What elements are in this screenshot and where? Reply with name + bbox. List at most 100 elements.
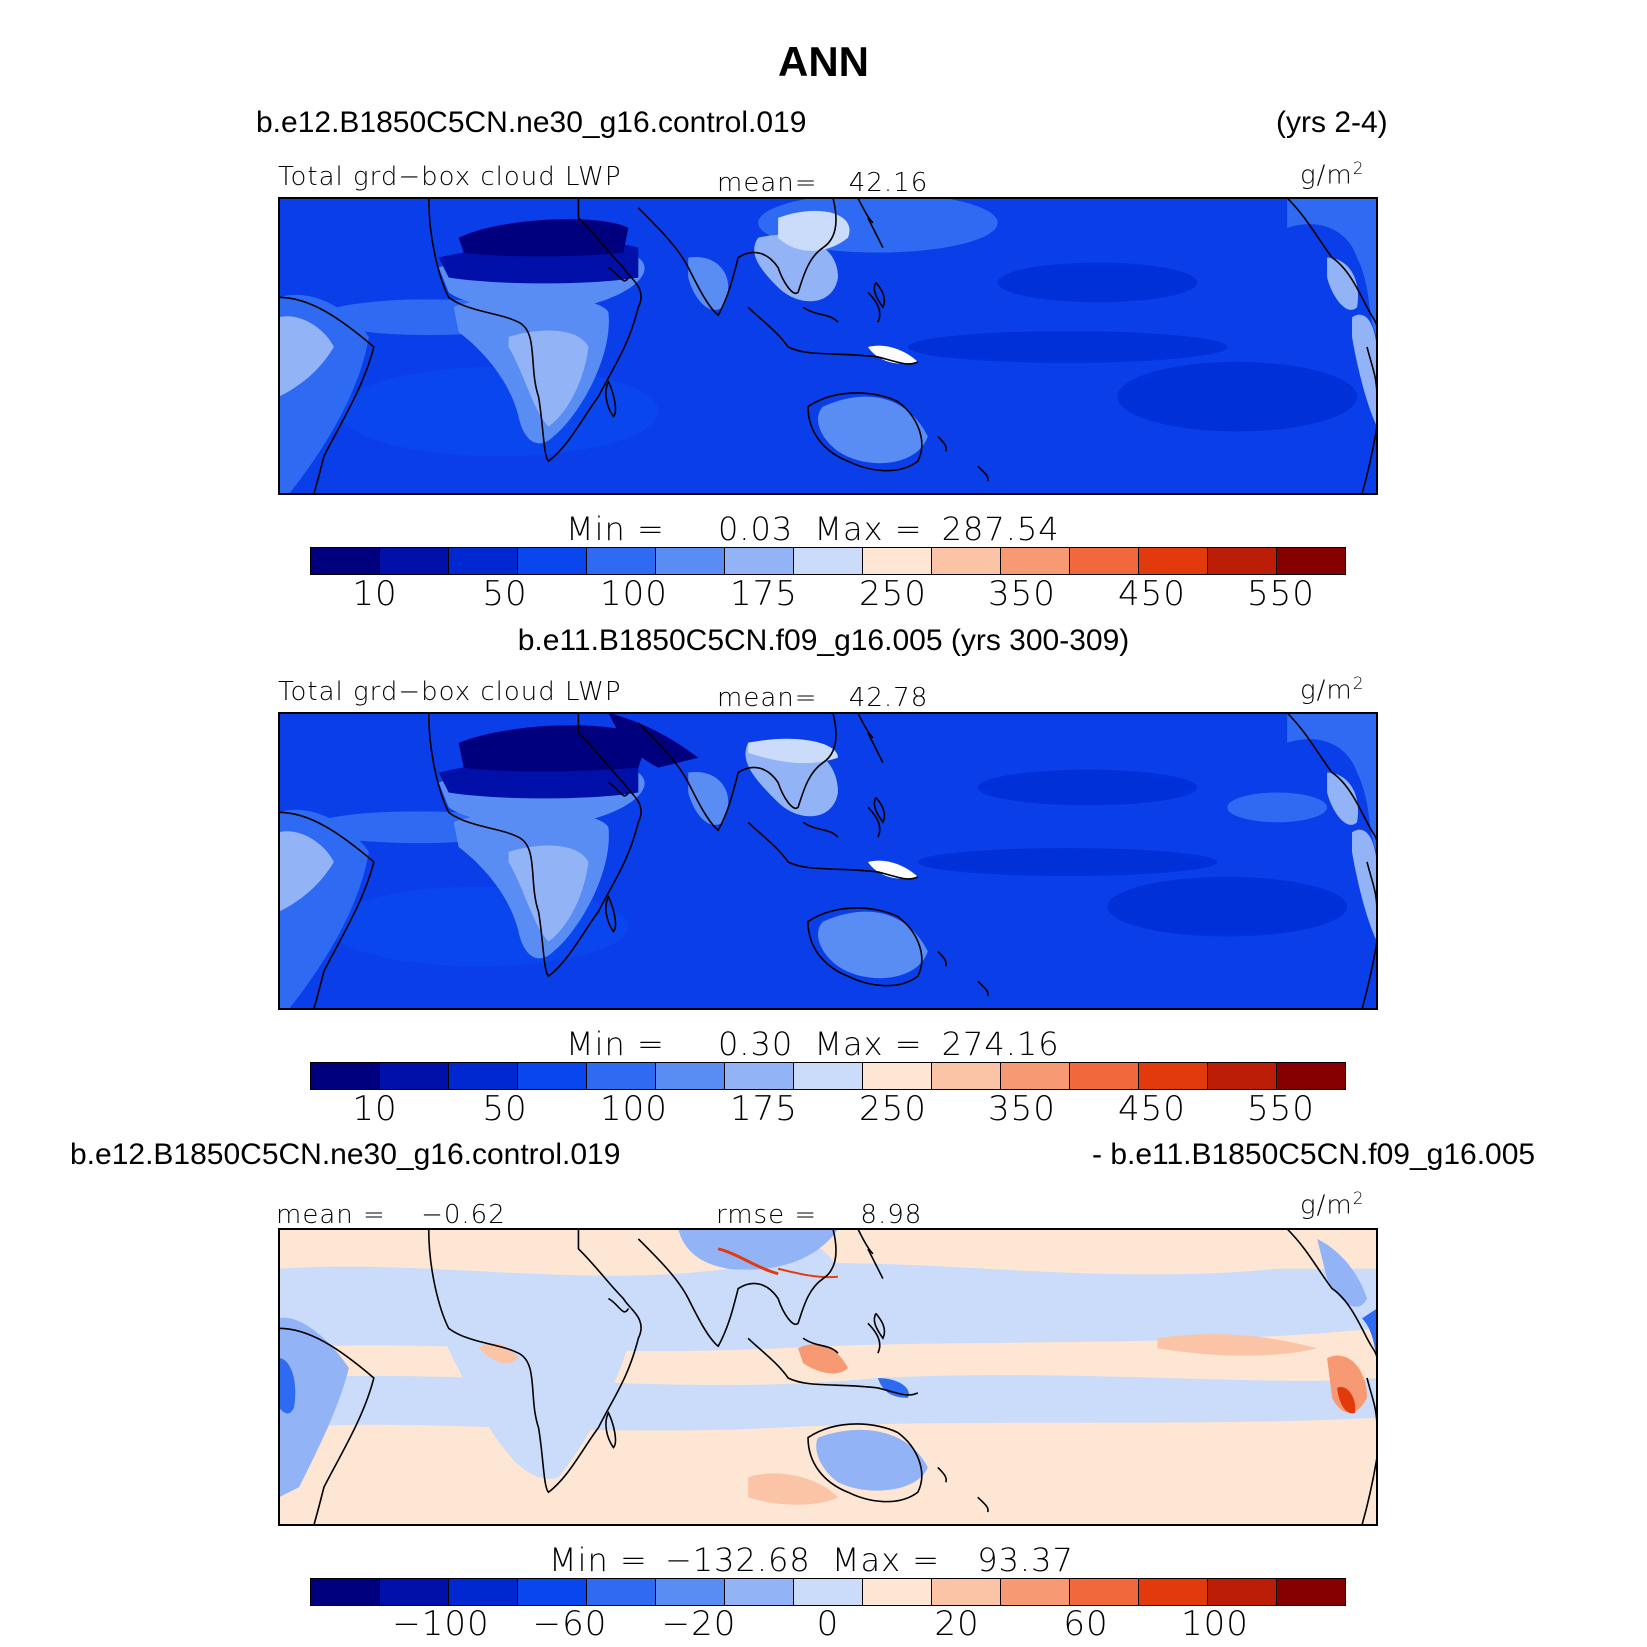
panel1-max-label: Max = — [814, 510, 923, 548]
colorbar-swatch — [518, 548, 587, 574]
colorbar-swatch — [1070, 1063, 1139, 1089]
colorbar-swatch — [863, 548, 932, 574]
panel3-rmse-label: rmse = — [716, 1200, 818, 1230]
panel2-tick: 10 — [352, 1089, 398, 1129]
colorbar-swatch — [932, 1063, 1001, 1089]
panel1-mean-label: mean= — [717, 168, 818, 198]
panel3-tick: −20 — [661, 1604, 737, 1644]
panel1-mean: mean= 42.16 — [717, 168, 928, 198]
panel2-tick: 100 — [600, 1089, 668, 1129]
panel2-tick: 50 — [482, 1089, 528, 1129]
colorbar-swatch — [1070, 548, 1139, 574]
panel1-tick: 350 — [988, 574, 1056, 614]
colorbar-swatch — [725, 548, 794, 574]
panel2-variable: Total grd−box cloud LWP — [278, 677, 622, 707]
panel3-units: g/m2 — [1300, 1188, 1365, 1221]
colorbar-swatch — [656, 1579, 725, 1605]
colorbar-swatch — [656, 1063, 725, 1089]
panel3-max-value: 93.37 — [977, 1541, 1074, 1579]
panel3-case-right: - b.e11.B1850C5CN.f09_g16.005 — [1092, 1138, 1536, 1171]
panel1-min-label: Min = — [566, 510, 665, 548]
panel1-tick: 175 — [730, 574, 798, 614]
panel2-colorbar — [310, 1062, 1346, 1090]
panel1-tick: 250 — [859, 574, 927, 614]
panel2-tick: 450 — [1118, 1089, 1186, 1129]
colorbar-swatch — [518, 1063, 587, 1089]
panel3-tick: 100 — [1181, 1604, 1249, 1644]
panel3-tick: −100 — [392, 1604, 490, 1644]
colorbar-swatch — [794, 1579, 863, 1605]
panel3-mean-label: mean = — [276, 1200, 386, 1230]
panel3-minmax: Min = −132.68 Max = 93.37 — [549, 1541, 1074, 1579]
colorbar-swatch — [587, 1579, 656, 1605]
panel3-case-left: b.e12.B1850C5CN.ne30_g16.control.019 — [70, 1138, 621, 1171]
panel3-map — [278, 1228, 1378, 1526]
colorbar-swatch — [863, 1579, 932, 1605]
colorbar-swatch — [656, 548, 725, 574]
colorbar-swatch — [518, 1579, 587, 1605]
panel3-max-label: Max = — [831, 1541, 941, 1579]
panel1-max-value: 287.54 — [941, 510, 1060, 548]
panel3-tick: 20 — [934, 1604, 980, 1644]
panel3-tick: −60 — [532, 1604, 608, 1644]
colorbar-swatch — [725, 1579, 794, 1605]
colorbar-swatch — [1139, 548, 1208, 574]
panel1-tick: 550 — [1247, 574, 1315, 614]
colorbar-swatch — [449, 1063, 518, 1089]
panel2-tick: 175 — [730, 1089, 798, 1129]
colorbar-swatch — [587, 548, 656, 574]
main-title: ANN — [778, 38, 869, 85]
colorbar-swatch — [1139, 1579, 1208, 1605]
colorbar-swatch — [863, 1063, 932, 1089]
panel1-min-value: 0.03 — [717, 510, 794, 548]
panel2-units: g/m2 — [1300, 673, 1365, 706]
panel2-min-value: 0.30 — [717, 1025, 794, 1063]
colorbar-swatch — [1001, 1063, 1070, 1089]
panel2-max-value: 274.16 — [941, 1025, 1060, 1063]
panel3-min-value: −132.68 — [664, 1541, 811, 1579]
panel3-colorbar — [310, 1578, 1346, 1606]
colorbar-swatch — [587, 1063, 656, 1089]
panel1-case-title: b.e12.B1850C5CN.ne30_g16.control.019 — [256, 106, 807, 139]
panel1-tick: 50 — [482, 574, 528, 614]
panel3-min-label: Min = — [549, 1541, 648, 1579]
colorbar-swatch — [794, 1063, 863, 1089]
panel2-mean-label: mean= — [717, 683, 818, 713]
colorbar-swatch — [380, 1063, 449, 1089]
colorbar-swatch — [1208, 1063, 1277, 1089]
panel2-min-label: Min = — [566, 1025, 665, 1063]
panel1-tick: 100 — [600, 574, 668, 614]
panel1-mean-value: 42.16 — [848, 168, 929, 198]
panel2-max-label: Max = — [814, 1025, 923, 1063]
panel3-tick: 0 — [816, 1604, 840, 1644]
panel1-tick: 10 — [352, 574, 398, 614]
panel3-mean: mean = −0.62 — [276, 1200, 506, 1230]
panel1-units: g/m2 — [1300, 158, 1365, 191]
colorbar-swatch — [725, 1063, 794, 1089]
colorbar-swatch — [449, 1579, 518, 1605]
colorbar-swatch — [794, 548, 863, 574]
colorbar-swatch — [380, 548, 449, 574]
panel1-years: (yrs 2-4) — [1276, 106, 1388, 139]
colorbar-swatch — [1208, 548, 1277, 574]
panel1-colorbar — [310, 547, 1346, 575]
colorbar-swatch — [1001, 548, 1070, 574]
panel3-rmse: rmse = 8.98 — [716, 1200, 922, 1230]
panel1-tick: 450 — [1118, 574, 1186, 614]
panel2-minmax: Min = 0.30 Max = 274.16 — [566, 1025, 1060, 1063]
colorbar-swatch — [380, 1579, 449, 1605]
colorbar-swatch — [1208, 1579, 1277, 1605]
panel1-variable: Total grd−box cloud LWP — [278, 162, 622, 192]
panel3-tick: 60 — [1063, 1604, 1109, 1644]
panel2-case-title: b.e11.B1850C5CN.f09_g16.005 (yrs 300-309… — [517, 624, 1130, 657]
colorbar-swatch — [932, 1579, 1001, 1605]
panel1-minmax: Min = 0.03 Max = 287.54 — [566, 510, 1060, 548]
colorbar-swatch — [311, 1579, 380, 1605]
panel2-mean-value: 42.78 — [848, 683, 929, 713]
colorbar-swatch — [1277, 548, 1345, 574]
colorbar-swatch — [311, 1063, 380, 1089]
panel2-map — [278, 712, 1378, 1010]
panel3-mean-value: −0.62 — [421, 1200, 506, 1230]
panel2-mean: mean= 42.78 — [717, 683, 928, 713]
colorbar-swatch — [1070, 1579, 1139, 1605]
